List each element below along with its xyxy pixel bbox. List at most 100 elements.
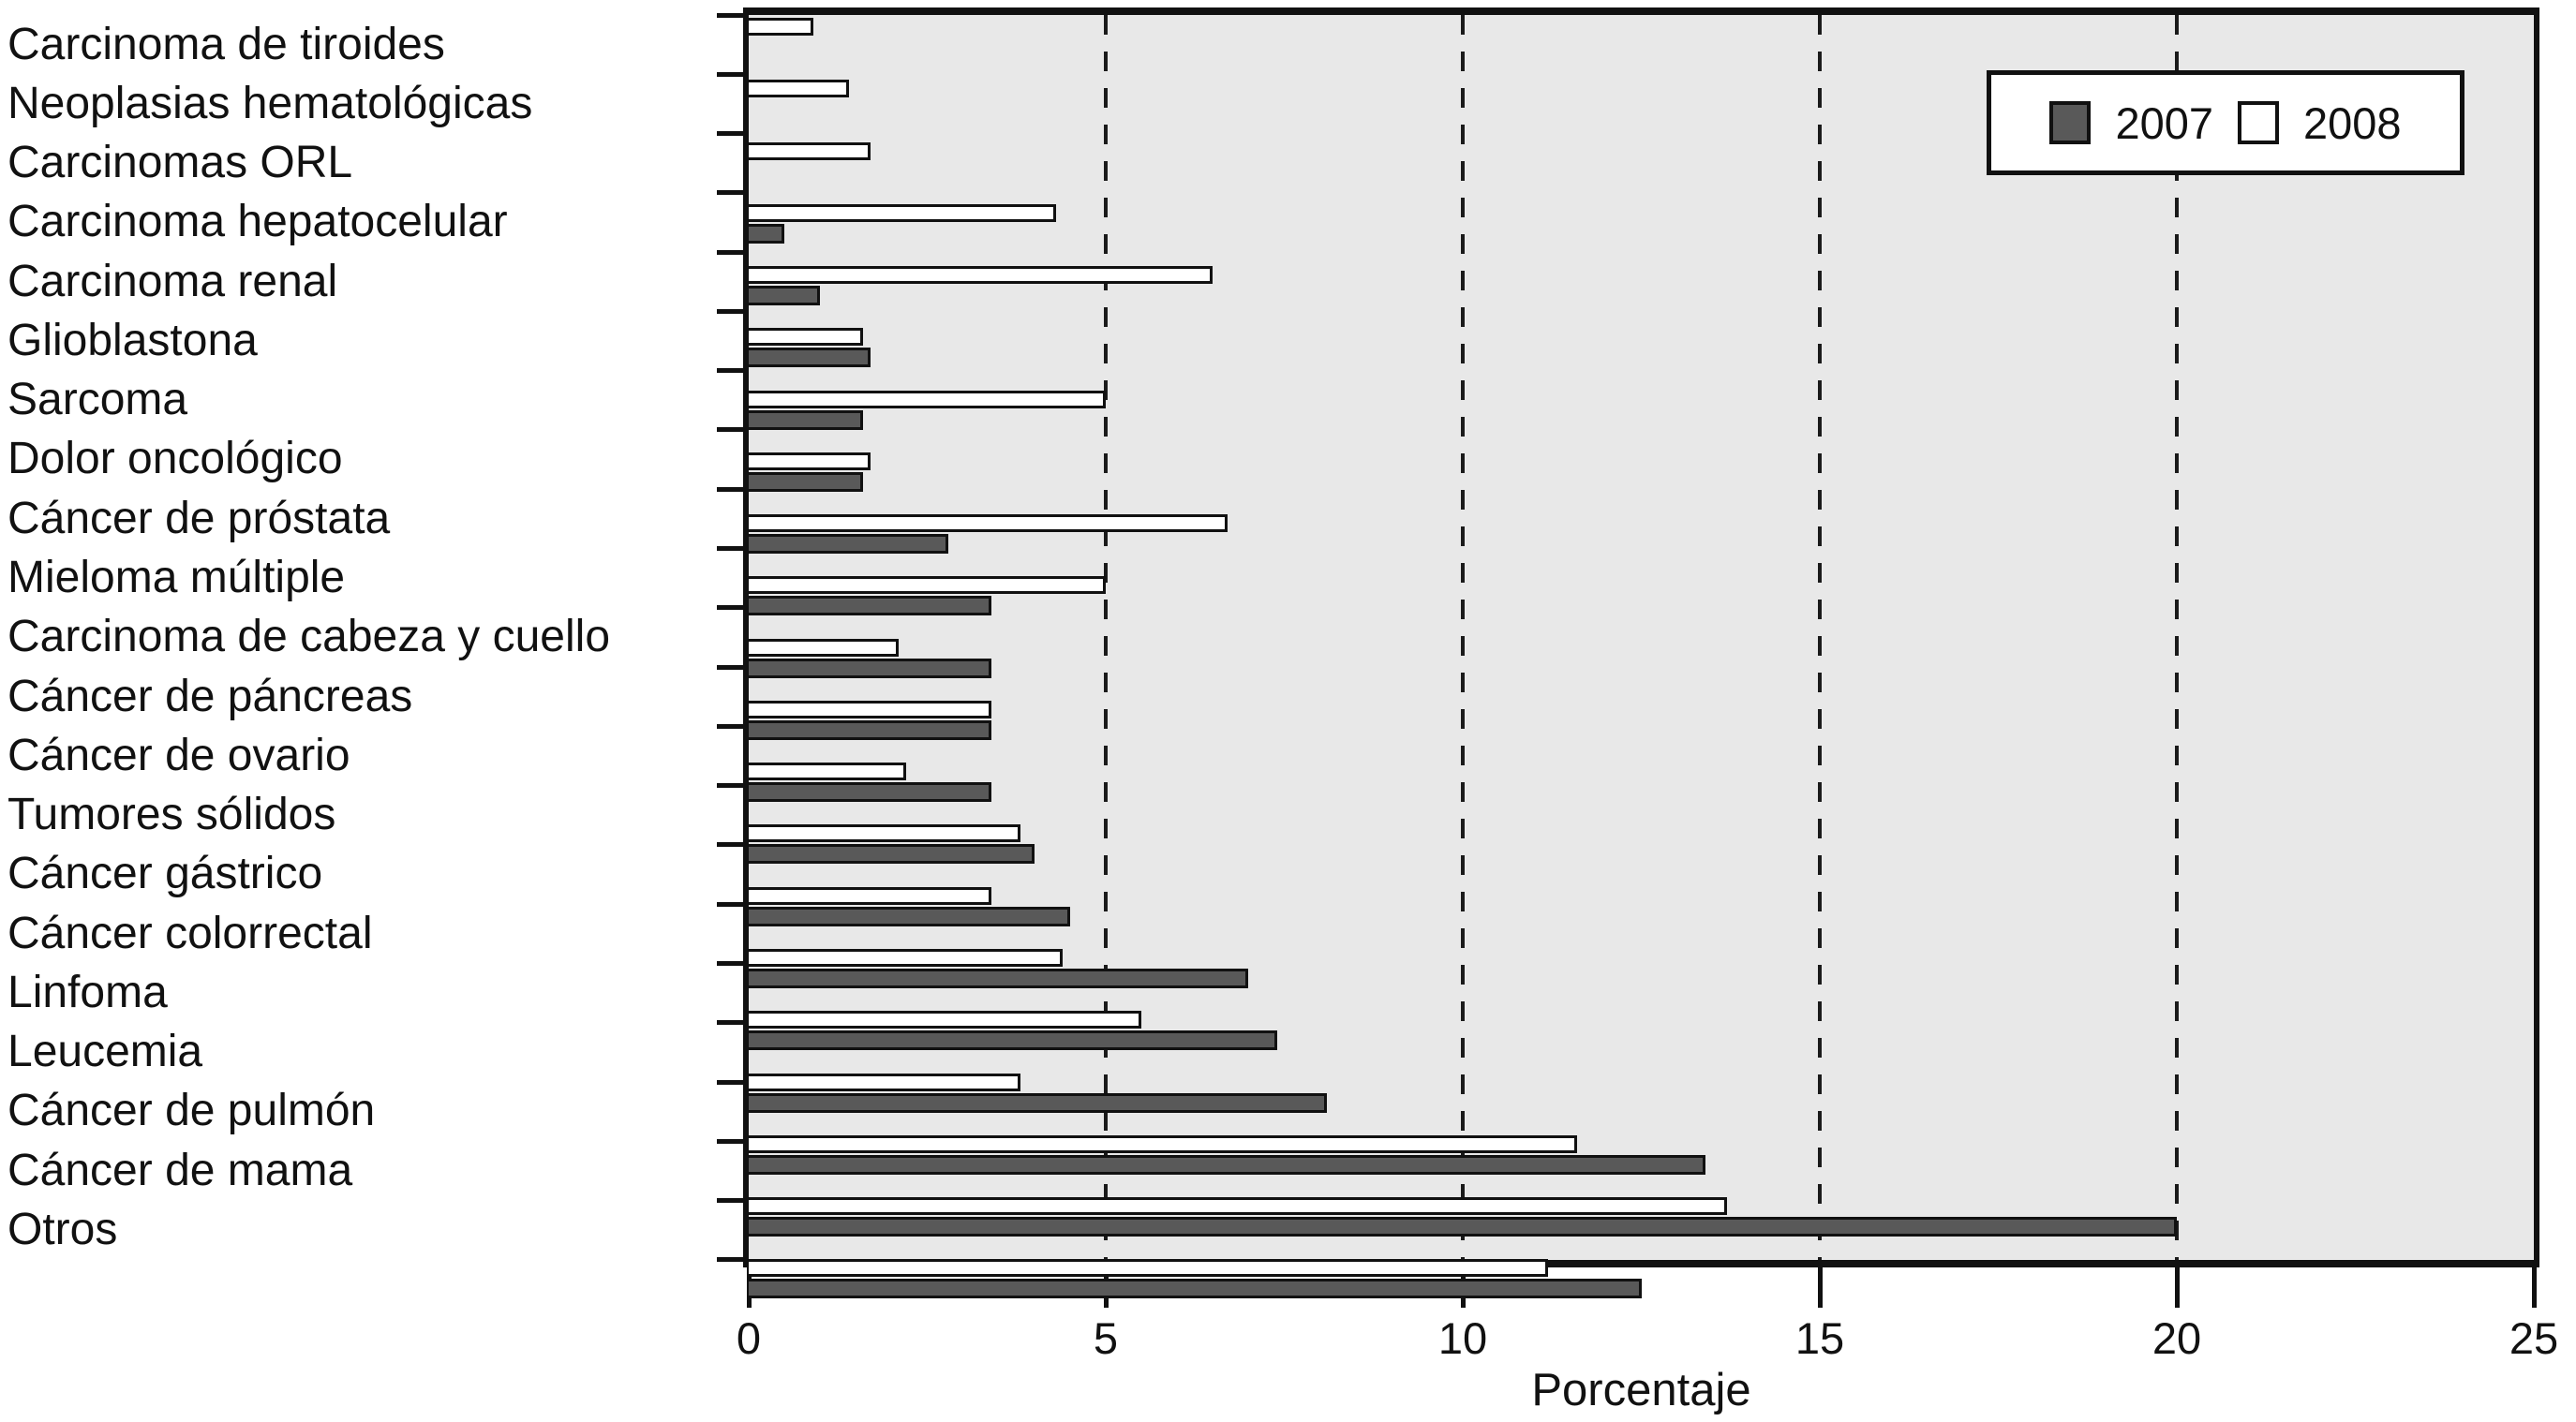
bar-2008 — [749, 141, 871, 160]
y-axis-tick — [717, 723, 743, 729]
category-row — [749, 1197, 2534, 1256]
y-axis-tick — [717, 901, 743, 907]
category-row — [749, 1259, 2534, 1318]
category-label: Sarcoma — [7, 375, 188, 425]
bar-2008 — [749, 1011, 1142, 1029]
bar-2007 — [749, 968, 1249, 988]
category-row — [749, 1134, 2534, 1194]
bar-2007 — [749, 658, 992, 678]
x-axis-tick-label: 10 — [1437, 1313, 1488, 1363]
y-axis-tick — [717, 486, 743, 492]
legend-label-2008: 2008 — [2303, 97, 2402, 148]
bar-2008 — [749, 390, 1106, 408]
y-axis-tick — [717, 960, 743, 966]
category-label: Cáncer de mama — [7, 1145, 353, 1195]
category-label: Cáncer de ovario — [7, 730, 350, 780]
category-row — [749, 576, 2534, 635]
category-label: Carcinoma de cabeza y cuello — [7, 612, 611, 662]
category-row — [749, 824, 2534, 883]
y-axis-tick — [717, 1198, 743, 1204]
bar-2008 — [749, 514, 1228, 533]
bar-2007 — [749, 719, 992, 740]
y-axis-tick — [717, 783, 743, 789]
bar-2007 — [749, 782, 992, 803]
x-axis-title: Porcentaje — [1531, 1365, 1751, 1415]
category-row — [749, 638, 2534, 698]
category-row — [749, 700, 2534, 760]
bar-2008 — [749, 576, 1106, 595]
x-axis-tick — [2174, 1267, 2180, 1308]
bar-2008 — [749, 886, 992, 905]
y-axis-tick — [717, 1138, 743, 1144]
category-row — [749, 1011, 2534, 1070]
y-axis-tick — [717, 1020, 743, 1026]
bar-2007 — [749, 906, 1070, 926]
bar-2007 — [749, 409, 863, 430]
bar-2008 — [749, 266, 1214, 285]
plot-area: 2007 2008 — [743, 7, 2539, 1299]
y-axis-tick — [717, 605, 743, 611]
bar-2007 — [749, 348, 871, 368]
bar-2007 — [749, 596, 992, 616]
category-row — [749, 203, 2534, 263]
y-axis-tick — [717, 664, 743, 670]
category-label: Linfoma — [7, 967, 168, 1017]
bar-2008 — [749, 18, 813, 36]
category-label: Dolor oncológico — [7, 434, 343, 484]
legend: 2007 2008 — [1987, 70, 2464, 175]
category-label: Tumores sólidos — [7, 790, 336, 840]
category-row — [749, 763, 2534, 822]
y-axis-tick — [717, 308, 743, 314]
x-axis-tick-label: 15 — [1794, 1313, 1845, 1363]
bar-2008 — [749, 80, 849, 98]
category-row — [749, 266, 2534, 325]
y-axis-tick — [717, 842, 743, 848]
gridline-10 — [1461, 15, 1465, 1260]
category-row — [749, 1073, 2534, 1133]
category-label: Cáncer de pulmón — [7, 1086, 376, 1136]
category-label: Glioblastona — [7, 315, 258, 365]
bar-2008 — [749, 948, 1064, 967]
category-label: Carcinoma hepatocelular — [7, 197, 508, 247]
category-label: Cáncer de páncreas — [7, 671, 413, 721]
category-label: Cáncer colorrectal — [7, 908, 373, 958]
bar-2008 — [749, 203, 1056, 222]
bar-2008 — [749, 1259, 1549, 1278]
y-axis-tick — [717, 1257, 743, 1263]
category-label: Neoplasias hematológicas — [7, 78, 533, 128]
y-axis-tick — [717, 546, 743, 552]
bar-2008 — [749, 1073, 1020, 1091]
y-axis-tick — [717, 368, 743, 374]
bar-2008 — [749, 700, 992, 718]
bar-2008 — [749, 763, 906, 781]
legend-label-2007: 2007 — [2115, 97, 2213, 148]
bar-2007 — [749, 1154, 1706, 1175]
y-axis-tick — [717, 1079, 743, 1085]
category-row — [749, 948, 2534, 1008]
category-label: Carcinoma de tiroides — [7, 19, 445, 69]
category-row — [749, 18, 2534, 77]
bar-2007 — [749, 1217, 2177, 1237]
bar-2008 — [749, 824, 1020, 843]
category-row — [749, 80, 2534, 139]
category-row — [749, 390, 2534, 450]
bar-2007 — [749, 471, 863, 492]
gridline-15 — [1818, 15, 1822, 1260]
category-label: Carcinomas ORL — [7, 138, 353, 188]
bar-2008 — [749, 328, 863, 347]
category-label: Cáncer de próstata — [7, 493, 391, 543]
legend-swatch-2008 — [2238, 101, 2279, 144]
category-label: Mieloma múltiple — [7, 553, 346, 603]
category-row — [749, 452, 2534, 511]
category-row — [749, 328, 2534, 387]
bars-layer — [749, 15, 2534, 1299]
bar-2008 — [749, 452, 871, 470]
gridline-20 — [2175, 15, 2179, 1260]
category-row — [749, 514, 2534, 573]
y-axis-tick — [717, 190, 743, 196]
x-axis-tick — [2531, 1267, 2537, 1308]
bar-2007 — [749, 1030, 1277, 1051]
x-axis-tick-label: 0 — [736, 1313, 762, 1363]
x-axis-tick-label: 5 — [1093, 1313, 1119, 1363]
